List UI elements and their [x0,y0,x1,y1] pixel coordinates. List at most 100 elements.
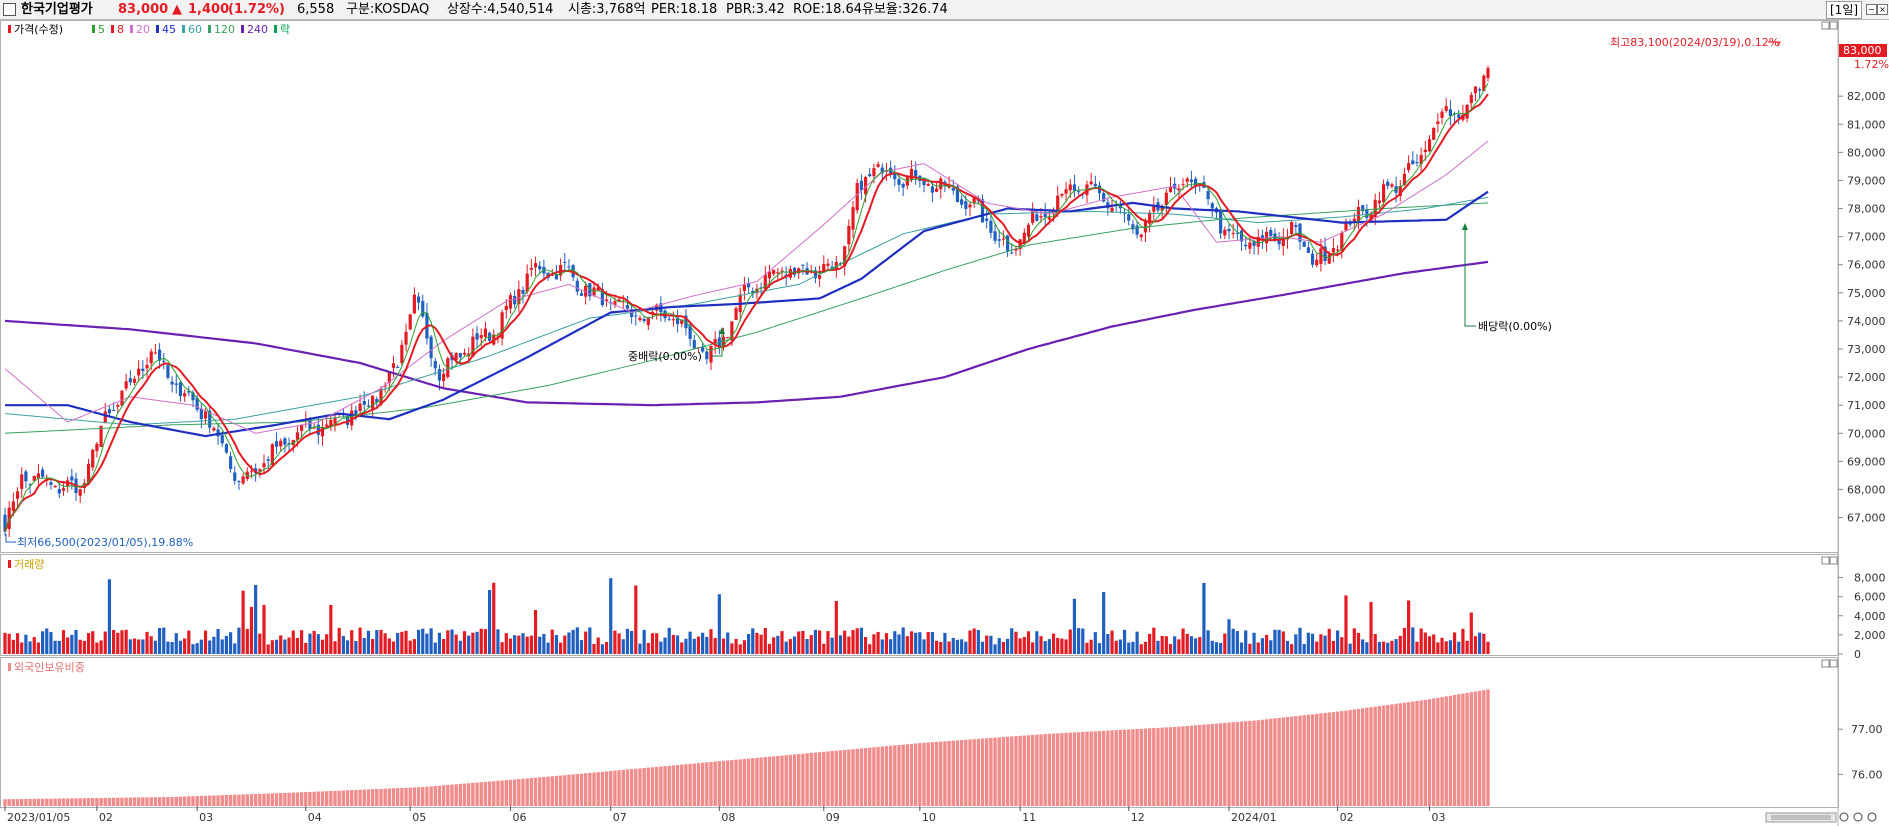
foreign-ratio-bar [1156,727,1160,806]
foreign-ratio-bar [324,791,329,806]
foreign-ratio-bar [500,780,504,806]
foreign-ratio-bar [1340,711,1344,806]
volume-bar [772,637,776,654]
zoom-out-icon[interactable] [1853,812,1863,822]
volume-bar [675,635,680,654]
candle-body [525,273,529,292]
price-panel-max-icon[interactable] [1821,21,1830,30]
ma240-line [4,260,1489,407]
legend-label-5[interactable]: 60 [188,23,202,36]
legend-swatch-2 [111,25,114,33]
volume-bar [124,629,128,654]
price-tick-label: 67,000 [1847,512,1886,525]
candle-body [224,444,229,453]
legend-label-3[interactable]: 20 [136,23,150,36]
legend-label-0[interactable]: 가격(수정) [14,23,63,36]
volume-bar [1365,642,1369,654]
low-annotation-text: 최저66,500(2023/01/05),19.88% [17,536,193,549]
candle-body [1423,149,1427,153]
volume-bar [1419,628,1423,654]
foreign-panel-max-icon[interactable] [1821,659,1830,668]
candle-body [1457,114,1461,118]
volume-bar [838,635,843,654]
foreign-ratio-bar [1239,721,1244,806]
candle-body [1386,181,1390,186]
dividend-2-line [1464,226,1476,327]
candle-body [1110,207,1114,212]
volume-bar [362,637,366,654]
foreign-ratio-bar [1352,709,1357,806]
volume-bar [1348,643,1352,654]
volume-bar [166,641,170,654]
foreign-ratio-bar [763,757,767,806]
volume-bar [316,634,320,654]
foreign-ratio-bar [1051,733,1056,806]
foreign-ratio-bar [1210,723,1214,806]
candle-body [162,360,166,362]
candle-body [1026,224,1031,237]
candle-body [1077,191,1081,193]
foreign-ratio-bar [905,744,910,806]
foreign-ratio-bar [191,796,195,806]
volume-bar [187,630,191,654]
zoom-in-icon[interactable] [1839,812,1849,822]
candle-body [262,463,266,468]
foreign-ratio-bar [1147,728,1152,806]
foreign-ratio-bar [1014,736,1018,806]
volume-panel-close-icon[interactable] [1829,556,1838,565]
foreign-ratio-bar [755,757,759,806]
volume-bar [742,640,747,654]
legend-label-7[interactable]: 240 [247,23,268,36]
minimize-icon[interactable]: − [1866,4,1877,15]
foreign-ratio-bar [596,772,600,806]
legend-label-8[interactable]: 락 [280,23,290,36]
foreign-ratio-bar [145,797,149,806]
price-tick-label: 82,000 [1847,90,1886,103]
volume-bar [1118,639,1122,654]
candle-body [630,311,634,317]
legend-label-2[interactable]: 8 [117,23,124,36]
candle-body [1407,162,1411,171]
volume-bar [1143,641,1148,654]
foreign-ratio-bar [563,775,567,806]
close-icon[interactable]: × [1877,4,1888,15]
volume-bar [57,640,61,654]
volume-bar [1106,633,1110,654]
market-type: 구분:KOSDAQ [346,2,430,17]
foreign-panel-close-icon[interactable] [1829,659,1838,668]
legend-label-6[interactable]: 120 [214,23,235,36]
candle-body [1281,236,1285,247]
foreign-ratio-bar [295,792,300,806]
period-selector[interactable]: [1일] [1826,1,1863,19]
foreign-ratio-bar [951,740,955,806]
foreign-ratio-bar [909,743,914,806]
date-tick-label: 09 [826,811,840,824]
foreign-ratio-bar [1486,689,1490,806]
volume-bar [329,604,333,654]
scroll-thumb[interactable] [1771,815,1831,820]
legend-label-4[interactable]: 45 [162,23,176,36]
window-checkbox[interactable] [3,3,16,16]
volume-bar [1402,627,1407,654]
zoom-reset-icon[interactable] [1867,812,1877,822]
foreign-ratio-bar [103,797,107,806]
volume-bar [91,631,95,654]
dividend-2-arrow [1462,223,1468,230]
volume-bar [1302,644,1306,654]
price-tick-label: 75,000 [1847,287,1886,300]
price-panel-close-icon[interactable] [1829,21,1838,30]
candle-body [483,328,488,337]
volume-panel-max-icon[interactable] [1821,556,1830,565]
foreign-ratio-bar [404,787,408,806]
candle-body [187,391,191,393]
candle-body [53,485,57,488]
dividend-2-text: 배당락(0.00%) [1478,320,1552,333]
volume-bar [1160,635,1164,654]
candle-body [487,332,492,341]
volume-bar [1148,633,1152,654]
volume-bar [1227,619,1231,654]
legend-label-1[interactable]: 5 [98,23,105,36]
candle-body [320,426,325,437]
foreign-ratio-bar [1457,694,1461,806]
foreign-ratio-bar [913,743,918,806]
